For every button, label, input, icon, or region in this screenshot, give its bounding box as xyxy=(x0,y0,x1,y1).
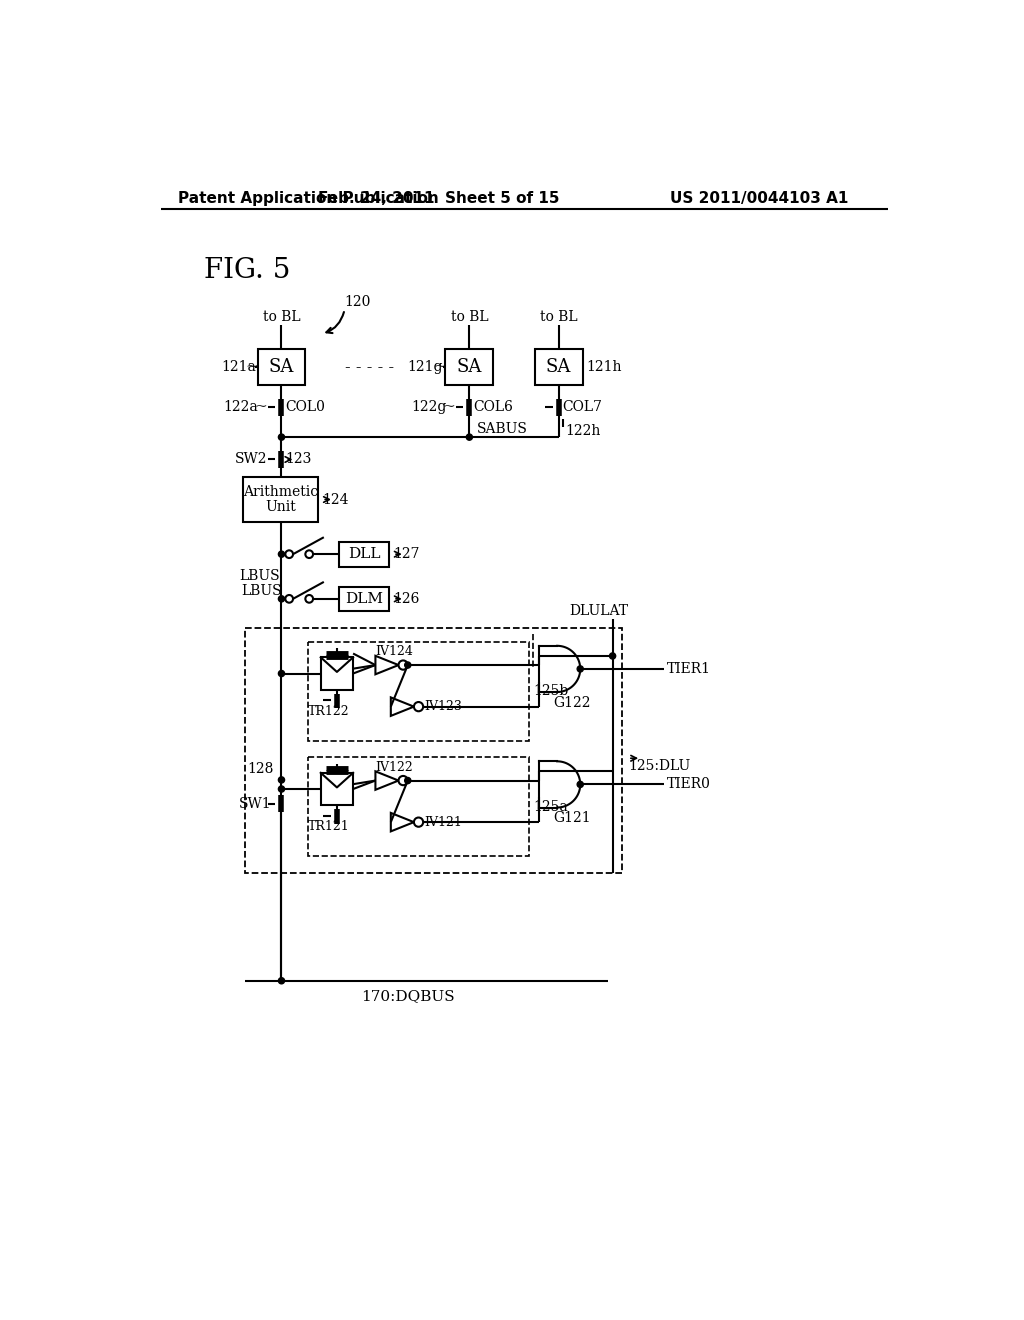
Text: IV121: IV121 xyxy=(425,816,463,829)
Text: 122g: 122g xyxy=(412,400,447,414)
Text: SW2: SW2 xyxy=(236,453,268,466)
Text: 127: 127 xyxy=(393,548,420,561)
Text: ~: ~ xyxy=(254,400,267,414)
Circle shape xyxy=(279,785,285,792)
Text: ~: ~ xyxy=(433,360,445,374)
Circle shape xyxy=(279,434,285,441)
Bar xyxy=(535,350,583,385)
Text: FIG. 5: FIG. 5 xyxy=(204,256,290,284)
Circle shape xyxy=(609,653,615,659)
Circle shape xyxy=(578,665,584,672)
Text: 125:DLU: 125:DLU xyxy=(628,759,690,774)
Text: COL6: COL6 xyxy=(473,400,513,414)
Text: 124: 124 xyxy=(323,492,349,507)
Text: G121: G121 xyxy=(553,812,591,825)
Text: 120: 120 xyxy=(345,294,371,309)
Bar xyxy=(307,758,529,857)
Text: 121g: 121g xyxy=(407,360,442,374)
Text: SW1: SW1 xyxy=(240,797,271,810)
Text: DLULAT: DLULAT xyxy=(569,605,628,618)
Text: Feb. 24, 2011  Sheet 5 of 15: Feb. 24, 2011 Sheet 5 of 15 xyxy=(317,191,559,206)
Text: IV123: IV123 xyxy=(425,700,463,713)
Text: 128: 128 xyxy=(247,762,273,776)
Circle shape xyxy=(279,595,285,602)
Text: IV122: IV122 xyxy=(376,760,413,774)
Text: IV124: IV124 xyxy=(376,645,414,659)
Bar xyxy=(321,774,353,805)
Bar xyxy=(445,350,494,385)
Text: G122: G122 xyxy=(553,696,591,710)
Text: 121a: 121a xyxy=(221,360,256,374)
Text: SA: SA xyxy=(268,358,294,376)
Bar xyxy=(321,657,353,689)
Text: LBUS: LBUS xyxy=(240,569,280,582)
Text: 170:DQBUS: 170:DQBUS xyxy=(360,989,455,1003)
Text: 122a: 122a xyxy=(223,400,258,414)
Text: TIER0: TIER0 xyxy=(667,777,711,792)
Text: 123: 123 xyxy=(286,453,311,466)
Text: ~: ~ xyxy=(442,400,455,414)
Text: Arithmetic: Arithmetic xyxy=(243,484,318,499)
Bar xyxy=(307,642,529,741)
Text: Patent Application Publication: Patent Application Publication xyxy=(178,191,439,206)
Text: SA: SA xyxy=(546,358,571,376)
Text: DLM: DLM xyxy=(345,591,383,606)
Text: 121h: 121h xyxy=(587,360,622,374)
Text: 122h: 122h xyxy=(565,424,600,438)
Text: - - - - -: - - - - - xyxy=(345,359,394,376)
Circle shape xyxy=(404,661,411,668)
Bar xyxy=(243,478,318,521)
Text: to BL: to BL xyxy=(451,310,488,323)
Text: to BL: to BL xyxy=(540,310,578,323)
Text: COL0: COL0 xyxy=(286,400,326,414)
Text: 125a: 125a xyxy=(534,800,568,813)
Circle shape xyxy=(466,434,472,441)
Circle shape xyxy=(404,777,411,784)
Circle shape xyxy=(279,978,285,983)
Bar xyxy=(258,350,305,385)
Text: SA: SA xyxy=(457,358,482,376)
Text: TR122: TR122 xyxy=(307,705,349,718)
Text: Unit: Unit xyxy=(265,500,296,515)
Text: US 2011/0044103 A1: US 2011/0044103 A1 xyxy=(670,191,848,206)
Text: COL7: COL7 xyxy=(562,400,602,414)
Text: DLL: DLL xyxy=(348,548,381,561)
Text: to BL: to BL xyxy=(263,310,300,323)
Text: 126: 126 xyxy=(393,591,420,606)
Text: 125b: 125b xyxy=(534,684,568,698)
Bar xyxy=(339,543,389,566)
Text: LBUS: LBUS xyxy=(242,585,282,598)
Bar xyxy=(245,628,622,873)
Circle shape xyxy=(279,671,285,677)
Text: ~: ~ xyxy=(245,360,258,374)
Text: TIER1: TIER1 xyxy=(667,661,711,676)
Circle shape xyxy=(578,781,584,788)
Circle shape xyxy=(279,552,285,557)
Text: SABUS: SABUS xyxy=(477,422,528,437)
Circle shape xyxy=(279,777,285,783)
Text: TR121: TR121 xyxy=(307,820,349,833)
Bar xyxy=(339,586,389,611)
